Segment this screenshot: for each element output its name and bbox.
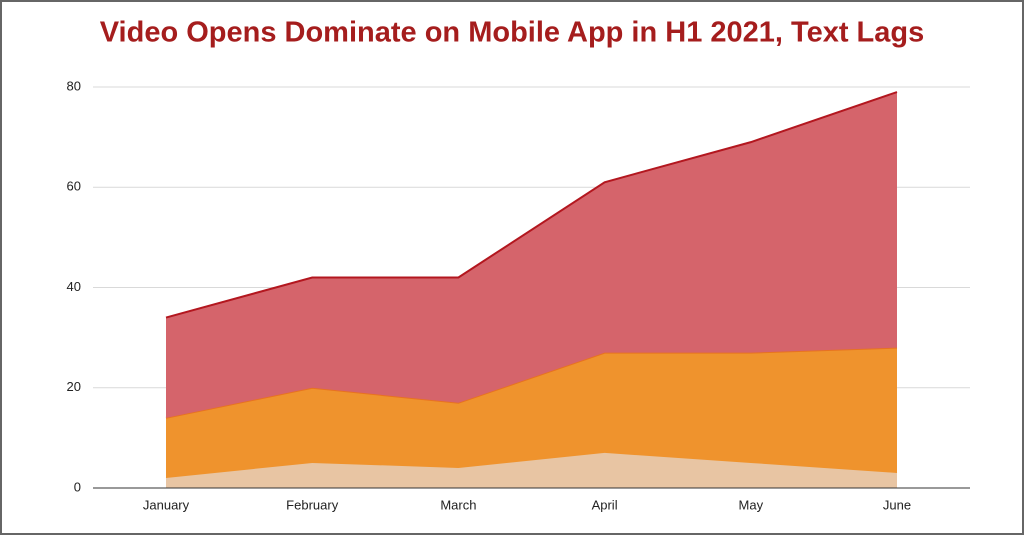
x-tick-label: January — [143, 497, 190, 512]
area — [166, 92, 897, 418]
area-edge — [165, 91, 898, 319]
y-tick-label: 60 — [67, 179, 81, 194]
x-tick-label: May — [739, 497, 764, 512]
area — [166, 347, 897, 478]
y-tick-label: 0 — [74, 479, 81, 494]
x-tick-label: March — [440, 497, 476, 512]
y-tick-label: 40 — [67, 279, 81, 294]
x-tick-label: April — [592, 497, 618, 512]
chart-title: Video Opens Dominate on Mobile App in H1… — [100, 17, 925, 49]
x-tick-label: February — [286, 497, 339, 512]
area-edge — [165, 346, 898, 419]
area-edge — [165, 451, 898, 479]
y-tick-label: 20 — [67, 379, 81, 394]
area — [166, 452, 897, 488]
x-tick-label: June — [883, 497, 911, 512]
y-tick-label: 80 — [67, 78, 81, 93]
